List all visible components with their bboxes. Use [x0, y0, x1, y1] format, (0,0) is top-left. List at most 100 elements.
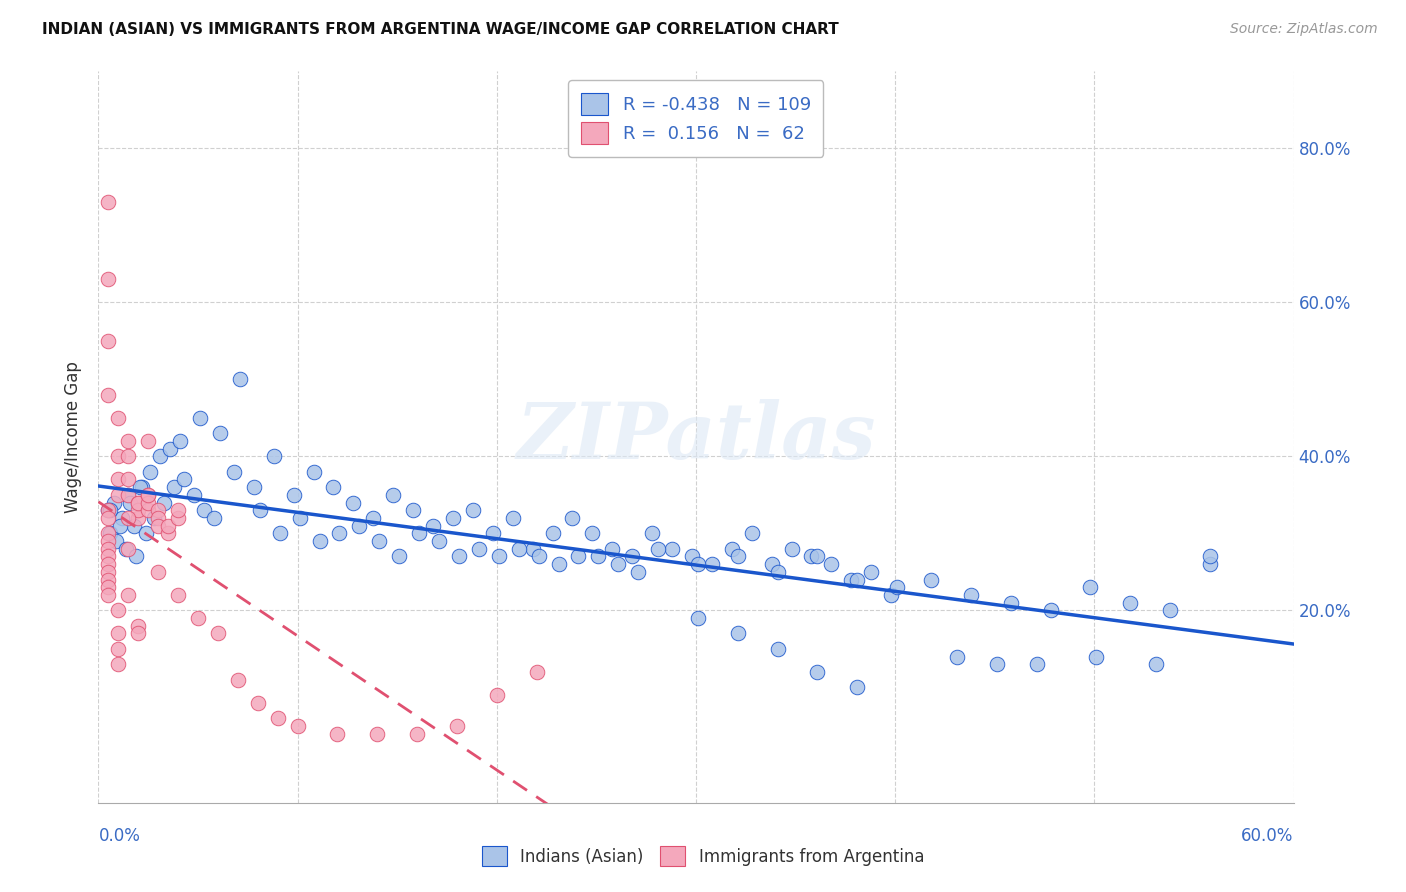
Point — [97, 526, 120, 541]
Point — [308, 534, 330, 549]
Point — [97, 388, 120, 402]
Point — [157, 518, 180, 533]
Point — [461, 503, 484, 517]
Point — [136, 488, 159, 502]
Point — [602, 541, 624, 556]
Point — [136, 495, 159, 509]
Point — [641, 526, 664, 541]
Point — [468, 541, 491, 556]
Point — [97, 534, 120, 549]
Point — [127, 618, 149, 632]
Point — [107, 641, 129, 656]
Point — [173, 472, 195, 486]
Point — [322, 480, 344, 494]
Point — [97, 557, 120, 571]
Point — [107, 472, 129, 486]
Point — [148, 565, 170, 579]
Point — [97, 334, 120, 348]
Point — [581, 526, 603, 541]
Point — [481, 526, 505, 541]
Point — [368, 534, 391, 549]
Point — [485, 688, 508, 702]
Point — [342, 495, 364, 509]
Point — [766, 641, 789, 656]
Point — [229, 372, 252, 386]
Point — [502, 511, 524, 525]
Point — [149, 450, 172, 464]
Point — [382, 488, 405, 502]
Point — [97, 565, 120, 579]
Point — [135, 526, 157, 541]
Point — [541, 526, 564, 541]
Point — [139, 465, 162, 479]
Point — [287, 719, 309, 733]
Point — [117, 511, 139, 525]
Point — [97, 503, 120, 517]
Point — [780, 541, 803, 556]
Point — [527, 549, 550, 564]
Point — [267, 711, 290, 725]
Text: ZIPatlas: ZIPatlas — [516, 399, 876, 475]
Point — [686, 557, 709, 571]
Point — [686, 611, 709, 625]
Point — [328, 526, 350, 541]
Point — [226, 673, 249, 687]
Legend: Indians (Asian), Immigrants from Argentina: Indians (Asian), Immigrants from Argenti… — [474, 838, 932, 875]
Point — [263, 450, 285, 464]
Point — [408, 526, 430, 541]
Point — [107, 657, 129, 672]
Point — [127, 503, 149, 517]
Point — [249, 503, 271, 517]
Point — [107, 410, 129, 425]
Point — [700, 557, 723, 571]
Point — [157, 526, 180, 541]
Point — [148, 503, 170, 517]
Point — [117, 488, 139, 502]
Point — [288, 511, 311, 525]
Point — [283, 488, 305, 502]
Point — [806, 665, 828, 679]
Point — [159, 442, 181, 456]
Point — [107, 603, 129, 617]
Point — [588, 549, 610, 564]
Point — [188, 410, 211, 425]
Point — [607, 557, 630, 571]
Point — [208, 426, 231, 441]
Point — [97, 511, 120, 525]
Point — [547, 557, 569, 571]
Point — [349, 518, 371, 533]
Point — [800, 549, 823, 564]
Point — [97, 195, 120, 210]
Legend: R = -0.438   N = 109, R =  0.156   N =  62: R = -0.438 N = 109, R = 0.156 N = 62 — [568, 80, 824, 157]
Point — [761, 557, 783, 571]
Point — [97, 272, 120, 286]
Point — [127, 495, 149, 509]
Point — [243, 480, 266, 494]
Point — [302, 465, 325, 479]
Point — [163, 480, 186, 494]
Point — [148, 518, 170, 533]
Point — [125, 549, 148, 564]
Point — [167, 588, 190, 602]
Point — [246, 696, 269, 710]
Point — [388, 549, 411, 564]
Point — [488, 549, 510, 564]
Point — [1000, 596, 1022, 610]
Point — [406, 726, 429, 740]
Point — [1085, 649, 1108, 664]
Point — [202, 511, 225, 525]
Point — [129, 480, 152, 494]
Text: 60.0%: 60.0% — [1241, 827, 1294, 845]
Point — [860, 565, 883, 579]
Text: Source: ZipAtlas.com: Source: ZipAtlas.com — [1230, 22, 1378, 37]
Point — [97, 588, 120, 602]
Point — [567, 549, 589, 564]
Point — [127, 511, 149, 525]
Point — [100, 503, 122, 517]
Point — [127, 495, 149, 509]
Point — [136, 503, 159, 517]
Point — [820, 557, 842, 571]
Point — [561, 511, 583, 525]
Point — [97, 580, 120, 594]
Point — [115, 541, 138, 556]
